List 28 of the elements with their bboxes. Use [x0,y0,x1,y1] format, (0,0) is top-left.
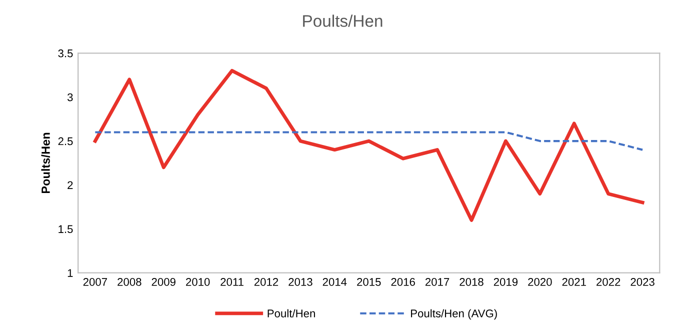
x-tick-label: 2021 [562,278,586,286]
x-tick-label: 2014 [322,278,347,286]
x-tick-label: 2017 [425,278,450,286]
chart-title: Poults/Hen [303,14,382,27]
x-tick-label: 2008 [118,278,142,286]
y-tick-label: 1 [68,269,73,277]
line-series [93,68,644,222]
y-tick-label: 1.5 [58,225,73,234]
x-tick-label: 2012 [254,278,278,286]
legend-label: Poult/Hen [268,309,315,318]
x-tick-label: 2022 [596,278,620,286]
y-tick-label: 2 [68,181,73,189]
x-tick-label: 2007 [83,278,107,286]
x-tick-label: 2018 [460,278,484,286]
x-tick-label: 2015 [357,278,381,286]
x-tick-label: 2010 [186,278,210,286]
x-tick-label: 2013 [288,278,312,286]
y-tick-label: 3.5 [58,49,73,58]
x-tick-label: 2009 [152,278,176,286]
x-tick-label: 2016 [391,278,415,286]
x-tick-label: 2011 [220,278,244,286]
x-tick-label: 2019 [494,278,518,286]
legend-label: Poults/Hen (AVG) [411,309,497,320]
y-tick-label: 3 [67,93,73,102]
x-tick-label: 2023 [630,278,654,286]
y-axis-title: Poults/Hen [41,132,50,194]
x-tick-label: 2020 [528,278,552,286]
y-tick-label: 2.5 [58,137,73,146]
